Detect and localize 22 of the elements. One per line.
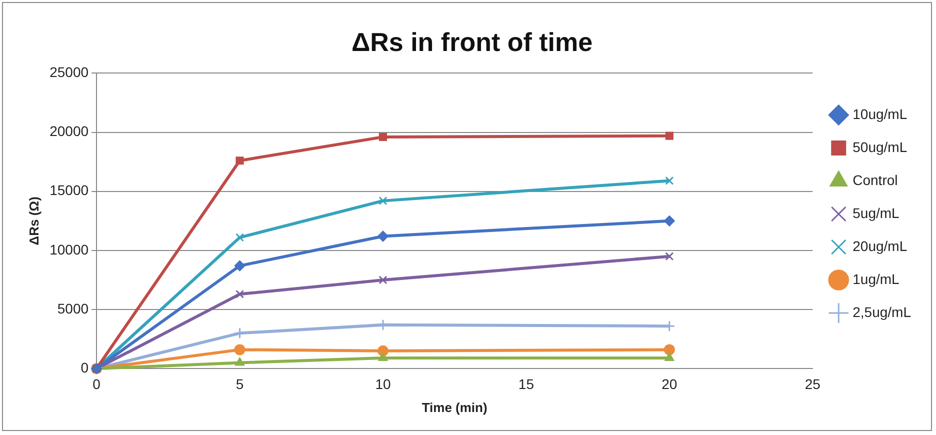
legend-label: 2,5ug/mL	[852, 304, 912, 320]
y-tick-label: 5000	[57, 300, 89, 316]
legend-label: 10ug/mL	[852, 106, 908, 122]
x-tick-label: 15	[518, 376, 534, 392]
x-tick-label: 20	[662, 376, 678, 392]
y-tick-label: 15000	[50, 182, 89, 198]
y-tick-label: 25000	[50, 64, 89, 80]
x-tick-label: 5	[236, 376, 244, 392]
legend-label: 50ug/mL	[852, 138, 908, 155]
y-axis-title: ΔRs (Ω)	[26, 196, 42, 246]
legend-label: Control	[852, 172, 898, 188]
legend-label: 20ug/mL	[852, 238, 908, 254]
x-tick-label: 25	[804, 376, 821, 392]
x-axis-title: Time (min)	[422, 400, 488, 415]
chart-title: ΔRs in front of time	[351, 26, 593, 57]
y-tick-label: 0	[80, 359, 89, 376]
legend-label: 5ug/mL	[852, 204, 900, 221]
y-tick-label: 10000	[50, 241, 89, 258]
y-tick-label: 20000	[50, 123, 89, 140]
x-tick-label: 10	[375, 376, 391, 392]
x-tick-label: 0	[92, 376, 101, 392]
legend-label: 1ug/mL	[852, 270, 900, 287]
